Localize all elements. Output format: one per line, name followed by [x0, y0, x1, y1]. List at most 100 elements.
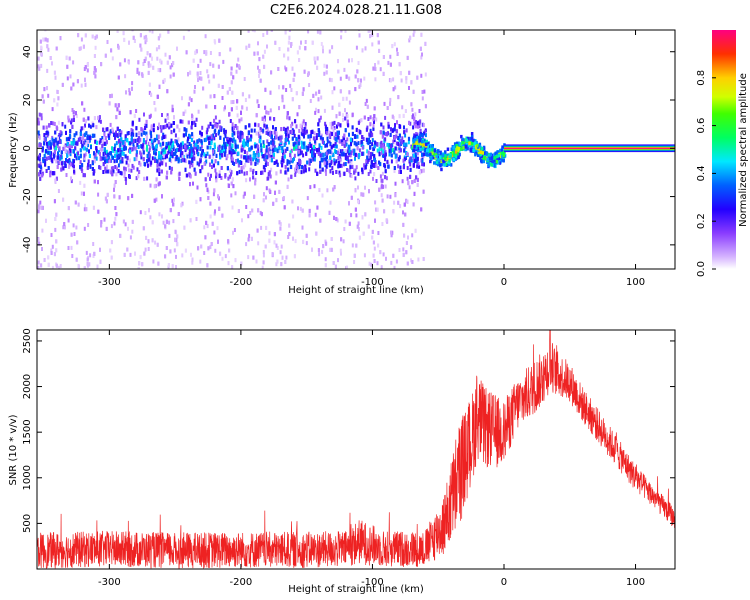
heatmap-cell	[219, 125, 222, 130]
heatmap-cell	[255, 171, 258, 175]
heatmap-cell	[192, 181, 194, 186]
heatmap-cell	[203, 162, 206, 166]
heatmap-cell	[125, 90, 127, 95]
heatmap-cell	[132, 138, 135, 143]
heatmap-cell	[372, 176, 374, 181]
heatmap-cell	[37, 117, 40, 122]
heatmap-cell	[150, 124, 153, 129]
heatmap-cell	[253, 128, 256, 133]
heatmap-cell	[193, 120, 196, 125]
heatmap-cell	[397, 142, 400, 146]
heatmap-cell	[193, 145, 196, 150]
heatmap-cell	[175, 265, 177, 269]
heatmap-cell	[151, 141, 154, 146]
heatmap-cell	[156, 159, 159, 164]
heatmap-cell	[127, 163, 130, 168]
heatmap-cell	[317, 122, 320, 127]
heatmap-cell	[161, 155, 164, 160]
heatmap-cell	[164, 152, 167, 157]
heatmap-cell	[381, 153, 384, 158]
heatmap-cell	[68, 164, 71, 169]
heatmap-cell	[240, 110, 242, 115]
heatmap-cell	[354, 156, 356, 161]
heatmap-cell	[339, 123, 342, 128]
heatmap-cell	[321, 137, 324, 142]
heatmap-cell	[398, 114, 401, 119]
heatmap-cell	[89, 124, 92, 129]
heatmap-cell	[119, 62, 122, 67]
heatmap-cell	[273, 145, 276, 150]
heatmap-cell	[47, 150, 50, 155]
heatmap-cell	[340, 251, 342, 256]
heatmap-cell	[50, 233, 53, 237]
heatmap-cell	[367, 150, 370, 155]
heatmap-cell	[288, 116, 291, 121]
heatmap-cell	[302, 239, 305, 244]
heatmap-cell	[339, 149, 342, 154]
heatmap-cell	[399, 148, 402, 153]
heatmap-cell	[114, 206, 117, 210]
heatmap-cell	[337, 135, 340, 140]
heatmap-cell	[284, 170, 287, 175]
heatmap-cell	[91, 167, 94, 171]
heatmap-cell	[64, 124, 67, 129]
heatmap-cell	[252, 153, 255, 158]
heatmap-cell	[392, 148, 395, 153]
heatmap-cell	[70, 143, 73, 148]
heatmap-cell	[293, 254, 296, 259]
heatmap-cell	[82, 126, 85, 131]
heatmap-cell	[110, 154, 113, 159]
heatmap-cell	[214, 40, 217, 45]
heatmap-cell	[289, 130, 292, 135]
heatmap-cell	[164, 254, 167, 259]
heatmap-cell	[346, 149, 349, 154]
heatmap-cell	[183, 225, 186, 230]
heatmap-cell	[111, 93, 113, 98]
heatmap-cell	[51, 171, 54, 176]
heatmap-cell	[342, 117, 344, 122]
heatmap-cell	[341, 142, 344, 146]
heatmap-cell	[353, 253, 356, 258]
heatmap-cell	[54, 75, 57, 80]
heatmap-cell	[209, 136, 211, 141]
heatmap-cell	[271, 252, 274, 257]
heatmap-cell	[262, 253, 265, 258]
heatmap-cell	[412, 153, 415, 158]
heatmap-cell	[51, 265, 54, 269]
heatmap-cell	[186, 154, 189, 159]
heatmap-cell	[56, 102, 59, 107]
heatmap-cell	[263, 165, 266, 170]
heatmap-cell	[128, 60, 130, 65]
heatmap-cell	[265, 195, 267, 200]
heatmap-cell	[325, 154, 328, 159]
heatmap-cell	[40, 63, 43, 68]
heatmap-cell	[391, 114, 394, 119]
heatmap-cell	[121, 159, 124, 164]
heatmap-cell	[302, 153, 305, 158]
heatmap-cell	[348, 169, 351, 174]
heatmap-cell	[167, 141, 170, 146]
heatmap-cell	[81, 143, 84, 148]
heatmap-cell	[207, 172, 210, 177]
heatmap-cell	[264, 157, 267, 162]
heatmap-cell	[244, 163, 247, 168]
heatmap-cell	[280, 262, 283, 267]
heatmap-cell	[234, 139, 237, 144]
heatmap-cell	[131, 81, 134, 86]
heatmap-cell	[144, 247, 147, 252]
heatmap-cell	[355, 45, 358, 50]
heatmap-cell	[328, 77, 331, 82]
heatmap-cell	[264, 244, 267, 249]
heatmap-cell	[46, 38, 49, 43]
heatmap-cell	[396, 52, 399, 56]
heatmap-cell	[91, 133, 94, 138]
heatmap-cell	[324, 124, 327, 129]
heatmap-cell	[236, 113, 239, 118]
heatmap-cell	[233, 228, 236, 232]
heatmap-cell	[38, 157, 41, 162]
heatmap-cell	[74, 153, 77, 158]
heatmap-cell	[145, 119, 148, 124]
heatmap-cell	[281, 158, 284, 162]
heatmap-cell	[268, 238, 271, 243]
heatmap-cell	[332, 261, 335, 265]
